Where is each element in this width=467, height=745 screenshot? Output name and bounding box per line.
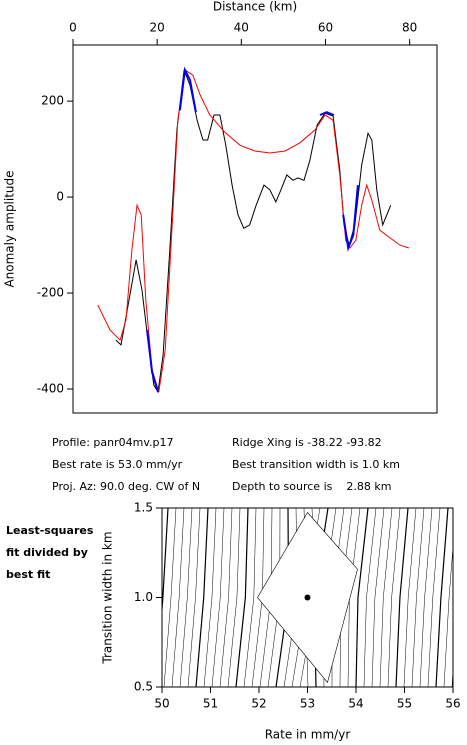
contour-line: [363, 508, 377, 687]
x-tick-label: 54: [348, 697, 363, 711]
note-text: fit divided by: [6, 546, 88, 559]
x-axis-label: Rate in mm/yr: [265, 728, 351, 742]
x-tick-label: 50: [154, 697, 169, 711]
contour-line: [419, 508, 433, 687]
contour-line: [179, 508, 193, 687]
contour-line: [203, 508, 217, 687]
plot-frame: [72, 44, 438, 414]
x-tick-label: 80: [402, 21, 417, 35]
note-text: Least-squares: [6, 524, 94, 537]
contour-line: [443, 543, 453, 687]
info-text: Depth to source is 2.88 km: [232, 480, 391, 493]
contour-line: [395, 508, 409, 687]
contour-line: [371, 508, 385, 687]
contour-line: [211, 508, 225, 687]
y-tick-label: -200: [37, 286, 64, 300]
y-tick-label: -400: [37, 382, 64, 396]
x-tick-label: 40: [234, 21, 249, 35]
contour-line: [195, 508, 209, 687]
y-tick-label: 0: [56, 190, 64, 204]
contour-line: [411, 508, 425, 687]
contour-line: [460, 508, 467, 687]
x-tick-label: 0: [69, 21, 77, 35]
y-tick-label: 0.5: [134, 680, 153, 694]
info-text: Ridge Xing is -38.22 -93.82: [232, 436, 382, 449]
info-text: Best rate is 53.0 mm/yr: [52, 458, 183, 471]
x-axis-label: Distance (km): [213, 0, 297, 14]
y-tick-label: 200: [41, 94, 64, 108]
contour-line: [219, 508, 233, 687]
y-tick-label: 1.5: [134, 501, 153, 515]
x-tick-label: 53: [300, 697, 315, 711]
y-axis-label: Transition width in km: [101, 531, 115, 664]
info-text: Best transition width is 1.0 km: [232, 458, 400, 471]
data-line: [115, 69, 392, 394]
best-fit-point: [304, 594, 311, 601]
contour-line: [171, 508, 185, 687]
info-text: Proj. Az: 90.0 deg. CW of N: [52, 480, 200, 493]
contour-line: [403, 508, 417, 687]
contour-line: [227, 508, 241, 687]
contour-line: [427, 508, 441, 687]
note-text: best fit: [6, 568, 50, 581]
y-tick-label: 1.0: [134, 590, 153, 604]
contour-line: [451, 665, 453, 687]
data-line: [97, 69, 409, 393]
contour-line: [163, 508, 177, 687]
x-tick-label: 56: [445, 697, 460, 711]
contour-line: [187, 508, 201, 687]
contour-lines: [162, 508, 467, 687]
x-tick-label: 20: [150, 21, 165, 35]
contour-line: [387, 508, 401, 687]
x-tick-label: 60: [318, 21, 333, 35]
contour-line: [435, 508, 449, 687]
data-line: [146, 66, 359, 393]
x-tick-label: 55: [397, 697, 412, 711]
x-tick-label: 52: [251, 697, 266, 711]
contour-line: [162, 508, 169, 617]
y-axis-label: Anomaly amplitude: [3, 170, 17, 287]
contour-line: [235, 508, 249, 687]
x-tick-label: 51: [203, 697, 218, 711]
contour-line: [355, 508, 369, 687]
info-text: Profile: panr04mv.p17: [52, 436, 173, 449]
contour-line: [379, 508, 393, 687]
contour-line: [243, 508, 257, 687]
